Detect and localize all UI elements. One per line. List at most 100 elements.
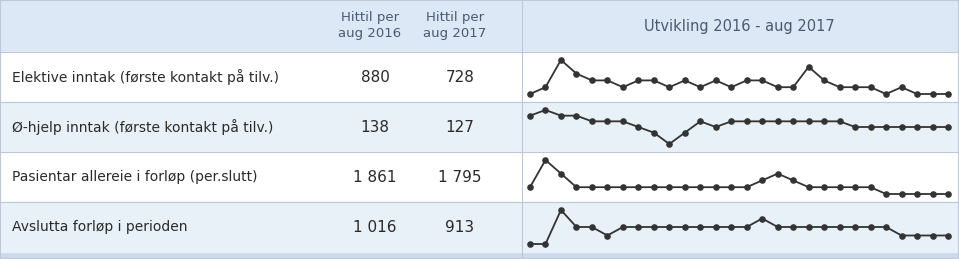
- Point: [692, 185, 708, 189]
- Point: [863, 225, 878, 229]
- Point: [523, 242, 538, 246]
- Point: [553, 58, 569, 62]
- Point: [677, 78, 692, 82]
- Point: [631, 78, 646, 82]
- Point: [848, 185, 863, 189]
- Point: [631, 225, 646, 229]
- Point: [770, 171, 785, 176]
- Point: [863, 85, 878, 89]
- Text: 913: 913: [445, 219, 475, 234]
- Point: [662, 185, 677, 189]
- Point: [523, 92, 538, 96]
- Point: [816, 225, 831, 229]
- Point: [941, 233, 956, 238]
- Point: [538, 158, 553, 162]
- Text: Utvikling 2016 - aug 2017: Utvikling 2016 - aug 2017: [643, 18, 834, 33]
- Point: [677, 225, 692, 229]
- Point: [599, 185, 615, 189]
- Point: [599, 78, 615, 82]
- Point: [909, 125, 924, 129]
- Point: [848, 125, 863, 129]
- Bar: [0, 52, 959, 102]
- Point: [924, 192, 940, 196]
- Point: [755, 78, 770, 82]
- Point: [878, 92, 894, 96]
- Point: [646, 185, 662, 189]
- Point: [755, 178, 770, 183]
- Point: [662, 142, 677, 146]
- Point: [848, 225, 863, 229]
- Point: [941, 125, 956, 129]
- Point: [677, 185, 692, 189]
- Bar: [0, 0, 959, 52]
- Point: [878, 225, 894, 229]
- Point: [816, 78, 831, 82]
- Text: Ø-hjelp inntak (første kontakt på tilv.): Ø-hjelp inntak (første kontakt på tilv.): [12, 119, 273, 135]
- Point: [785, 178, 801, 183]
- Point: [801, 225, 816, 229]
- Text: 880: 880: [361, 69, 389, 84]
- Point: [894, 125, 909, 129]
- Point: [816, 119, 831, 123]
- Point: [941, 192, 956, 196]
- Point: [909, 92, 924, 96]
- Point: [646, 78, 662, 82]
- Point: [739, 119, 755, 123]
- Point: [553, 171, 569, 176]
- Point: [646, 225, 662, 229]
- Point: [599, 233, 615, 238]
- Point: [785, 119, 801, 123]
- Point: [924, 92, 940, 96]
- Point: [553, 208, 569, 212]
- Point: [692, 225, 708, 229]
- Point: [909, 192, 924, 196]
- Point: [801, 119, 816, 123]
- Point: [770, 119, 785, 123]
- Point: [924, 125, 940, 129]
- Point: [616, 185, 631, 189]
- Point: [708, 225, 723, 229]
- Point: [832, 225, 848, 229]
- Text: Hittil per
aug 2016: Hittil per aug 2016: [339, 11, 402, 40]
- Point: [538, 108, 553, 112]
- Point: [677, 131, 692, 135]
- Text: 1 795: 1 795: [438, 169, 481, 184]
- Point: [724, 185, 739, 189]
- Point: [832, 119, 848, 123]
- Point: [755, 217, 770, 221]
- Point: [739, 225, 755, 229]
- Point: [770, 225, 785, 229]
- Point: [863, 125, 878, 129]
- Point: [708, 78, 723, 82]
- Point: [785, 225, 801, 229]
- Point: [708, 125, 723, 129]
- Text: Avslutta forløp i perioden: Avslutta forløp i perioden: [12, 220, 188, 234]
- Point: [863, 185, 878, 189]
- Point: [739, 78, 755, 82]
- Point: [848, 85, 863, 89]
- Point: [739, 185, 755, 189]
- Point: [801, 65, 816, 69]
- Point: [662, 225, 677, 229]
- Point: [538, 242, 553, 246]
- Point: [569, 185, 584, 189]
- Point: [878, 125, 894, 129]
- Point: [569, 71, 584, 76]
- Text: Hittil per
aug 2017: Hittil per aug 2017: [423, 11, 486, 40]
- Point: [553, 114, 569, 118]
- Text: Elektive inntak (første kontakt på tilv.): Elektive inntak (første kontakt på tilv.…: [12, 69, 279, 85]
- Point: [616, 225, 631, 229]
- Point: [770, 85, 785, 89]
- Point: [584, 225, 599, 229]
- Bar: [0, 152, 959, 202]
- Point: [538, 85, 553, 89]
- Point: [631, 185, 646, 189]
- Point: [755, 119, 770, 123]
- Point: [569, 225, 584, 229]
- Text: 138: 138: [361, 119, 389, 134]
- Point: [523, 185, 538, 189]
- Point: [924, 233, 940, 238]
- Point: [878, 192, 894, 196]
- Point: [894, 85, 909, 89]
- Point: [724, 119, 739, 123]
